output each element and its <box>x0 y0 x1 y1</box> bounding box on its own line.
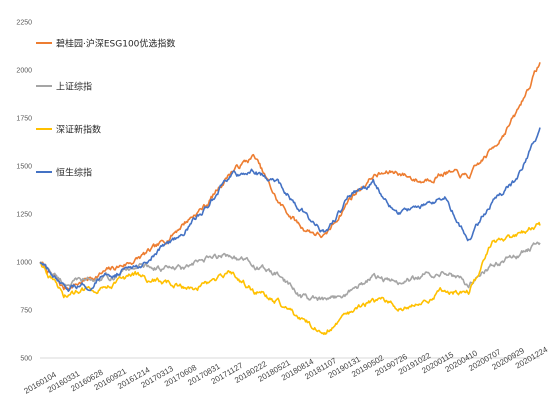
y-tick-label: 2250 <box>16 20 32 27</box>
legend-label: 碧桂园·沪深ESG100优选指数 <box>56 38 175 50</box>
x-axis: 2016010420160331201606282016092120161214… <box>23 345 550 396</box>
series-line-3 <box>39 127 541 292</box>
y-tick-label: 1000 <box>16 260 32 267</box>
series-line-0 <box>39 62 541 291</box>
legend-label: 深证新指数 <box>56 124 101 136</box>
series-layer <box>39 62 541 336</box>
y-tick-label: 1500 <box>16 164 32 171</box>
y-tick-label: 1250 <box>16 212 32 219</box>
y-tick-label: 2000 <box>16 68 32 75</box>
legend-label: 上证综指 <box>56 81 92 93</box>
y-tick-label: 500 <box>20 356 32 363</box>
series-line-2 <box>39 221 541 336</box>
y-tick-label: 750 <box>20 308 32 315</box>
y-axis: 500 750 1000 1250 1500 1750 2000 2250 <box>16 20 32 363</box>
y-tick-label: 1750 <box>16 116 32 123</box>
legend-label: 恒生综指 <box>56 167 92 179</box>
